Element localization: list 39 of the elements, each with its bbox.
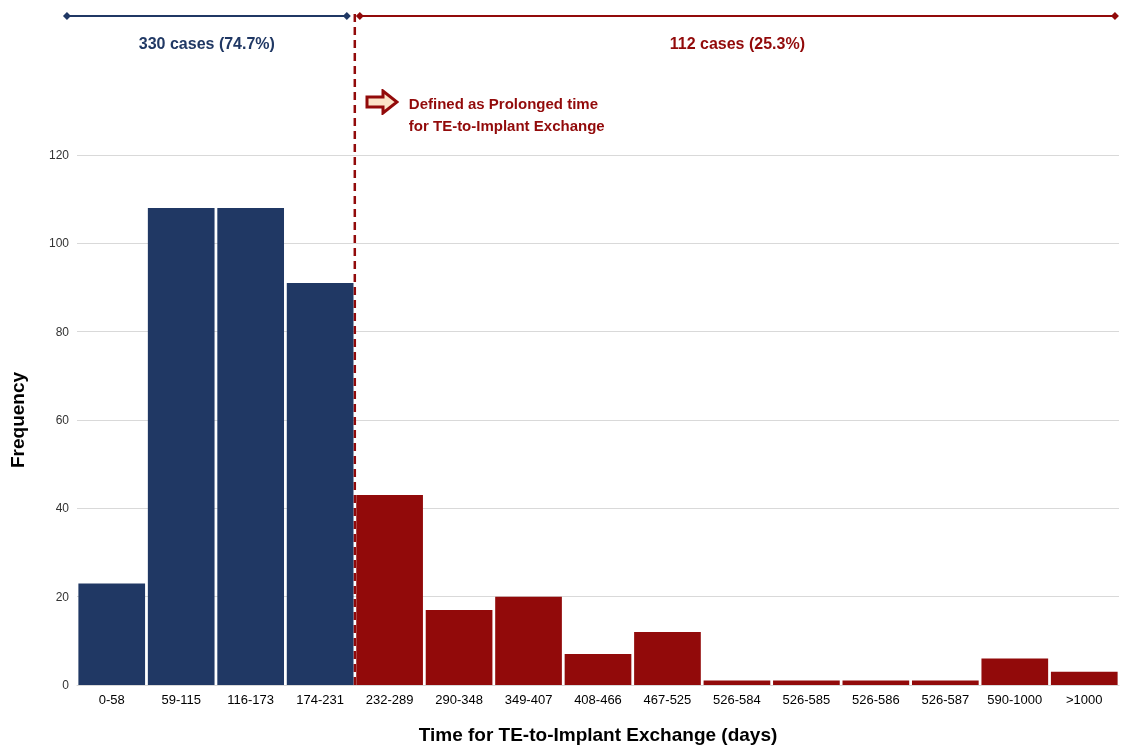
x-tick-label: 467-525: [643, 692, 692, 707]
bar: [78, 583, 146, 685]
bar: [147, 208, 215, 685]
x-tick-label: 232-289: [365, 692, 414, 707]
x-tick-label: 526-586: [852, 692, 900, 707]
bar: [773, 680, 840, 685]
y-tick-label: 20: [55, 589, 70, 604]
bar: [564, 654, 632, 685]
bar: [1050, 671, 1118, 685]
x-tick-label: 526-587: [921, 692, 970, 707]
x-tick-label: 526-584: [713, 692, 761, 707]
bar: [981, 658, 1049, 685]
x-axis-title: Time for TE-to-Implant Exchange (days): [418, 724, 778, 745]
bar: [634, 632, 701, 685]
y-axis-title: Frequency: [7, 371, 28, 469]
bar: [495, 596, 562, 685]
y-tick-label: 120: [48, 148, 70, 162]
y-tick-label: 60: [55, 413, 70, 427]
x-tick-label: 174-231: [296, 692, 344, 707]
bar: [217, 208, 285, 685]
text: 330 cases (74.7%): [138, 34, 275, 52]
x-tick-label: 59-115: [161, 692, 201, 707]
x-tick-label: 116-173: [227, 692, 275, 707]
bar: [911, 680, 979, 685]
x-tick-label: 526-585: [782, 692, 831, 707]
ref-line-label: Defined as Prolonged time for TE-to-Implant Exchange: [408, 94, 605, 134]
y-tick-label: 0: [62, 678, 70, 692]
x-tick-label: 408-466: [574, 692, 622, 707]
x-tick-label: 349-407: [504, 692, 553, 707]
x-tick-label: 0-58: [98, 692, 125, 707]
y-tick-label: 80: [55, 324, 70, 339]
x-tick-label: 290-348: [435, 692, 483, 707]
x-tick-label: >1000: [1066, 692, 1103, 707]
y-tick-label: 40: [55, 501, 70, 516]
x-tick-label: 590-1000: [987, 692, 1043, 707]
y-tick-label: 100: [48, 236, 70, 251]
bar: [425, 609, 493, 685]
text: 112 cases (25.3%): [669, 34, 805, 52]
bar: [286, 283, 354, 685]
